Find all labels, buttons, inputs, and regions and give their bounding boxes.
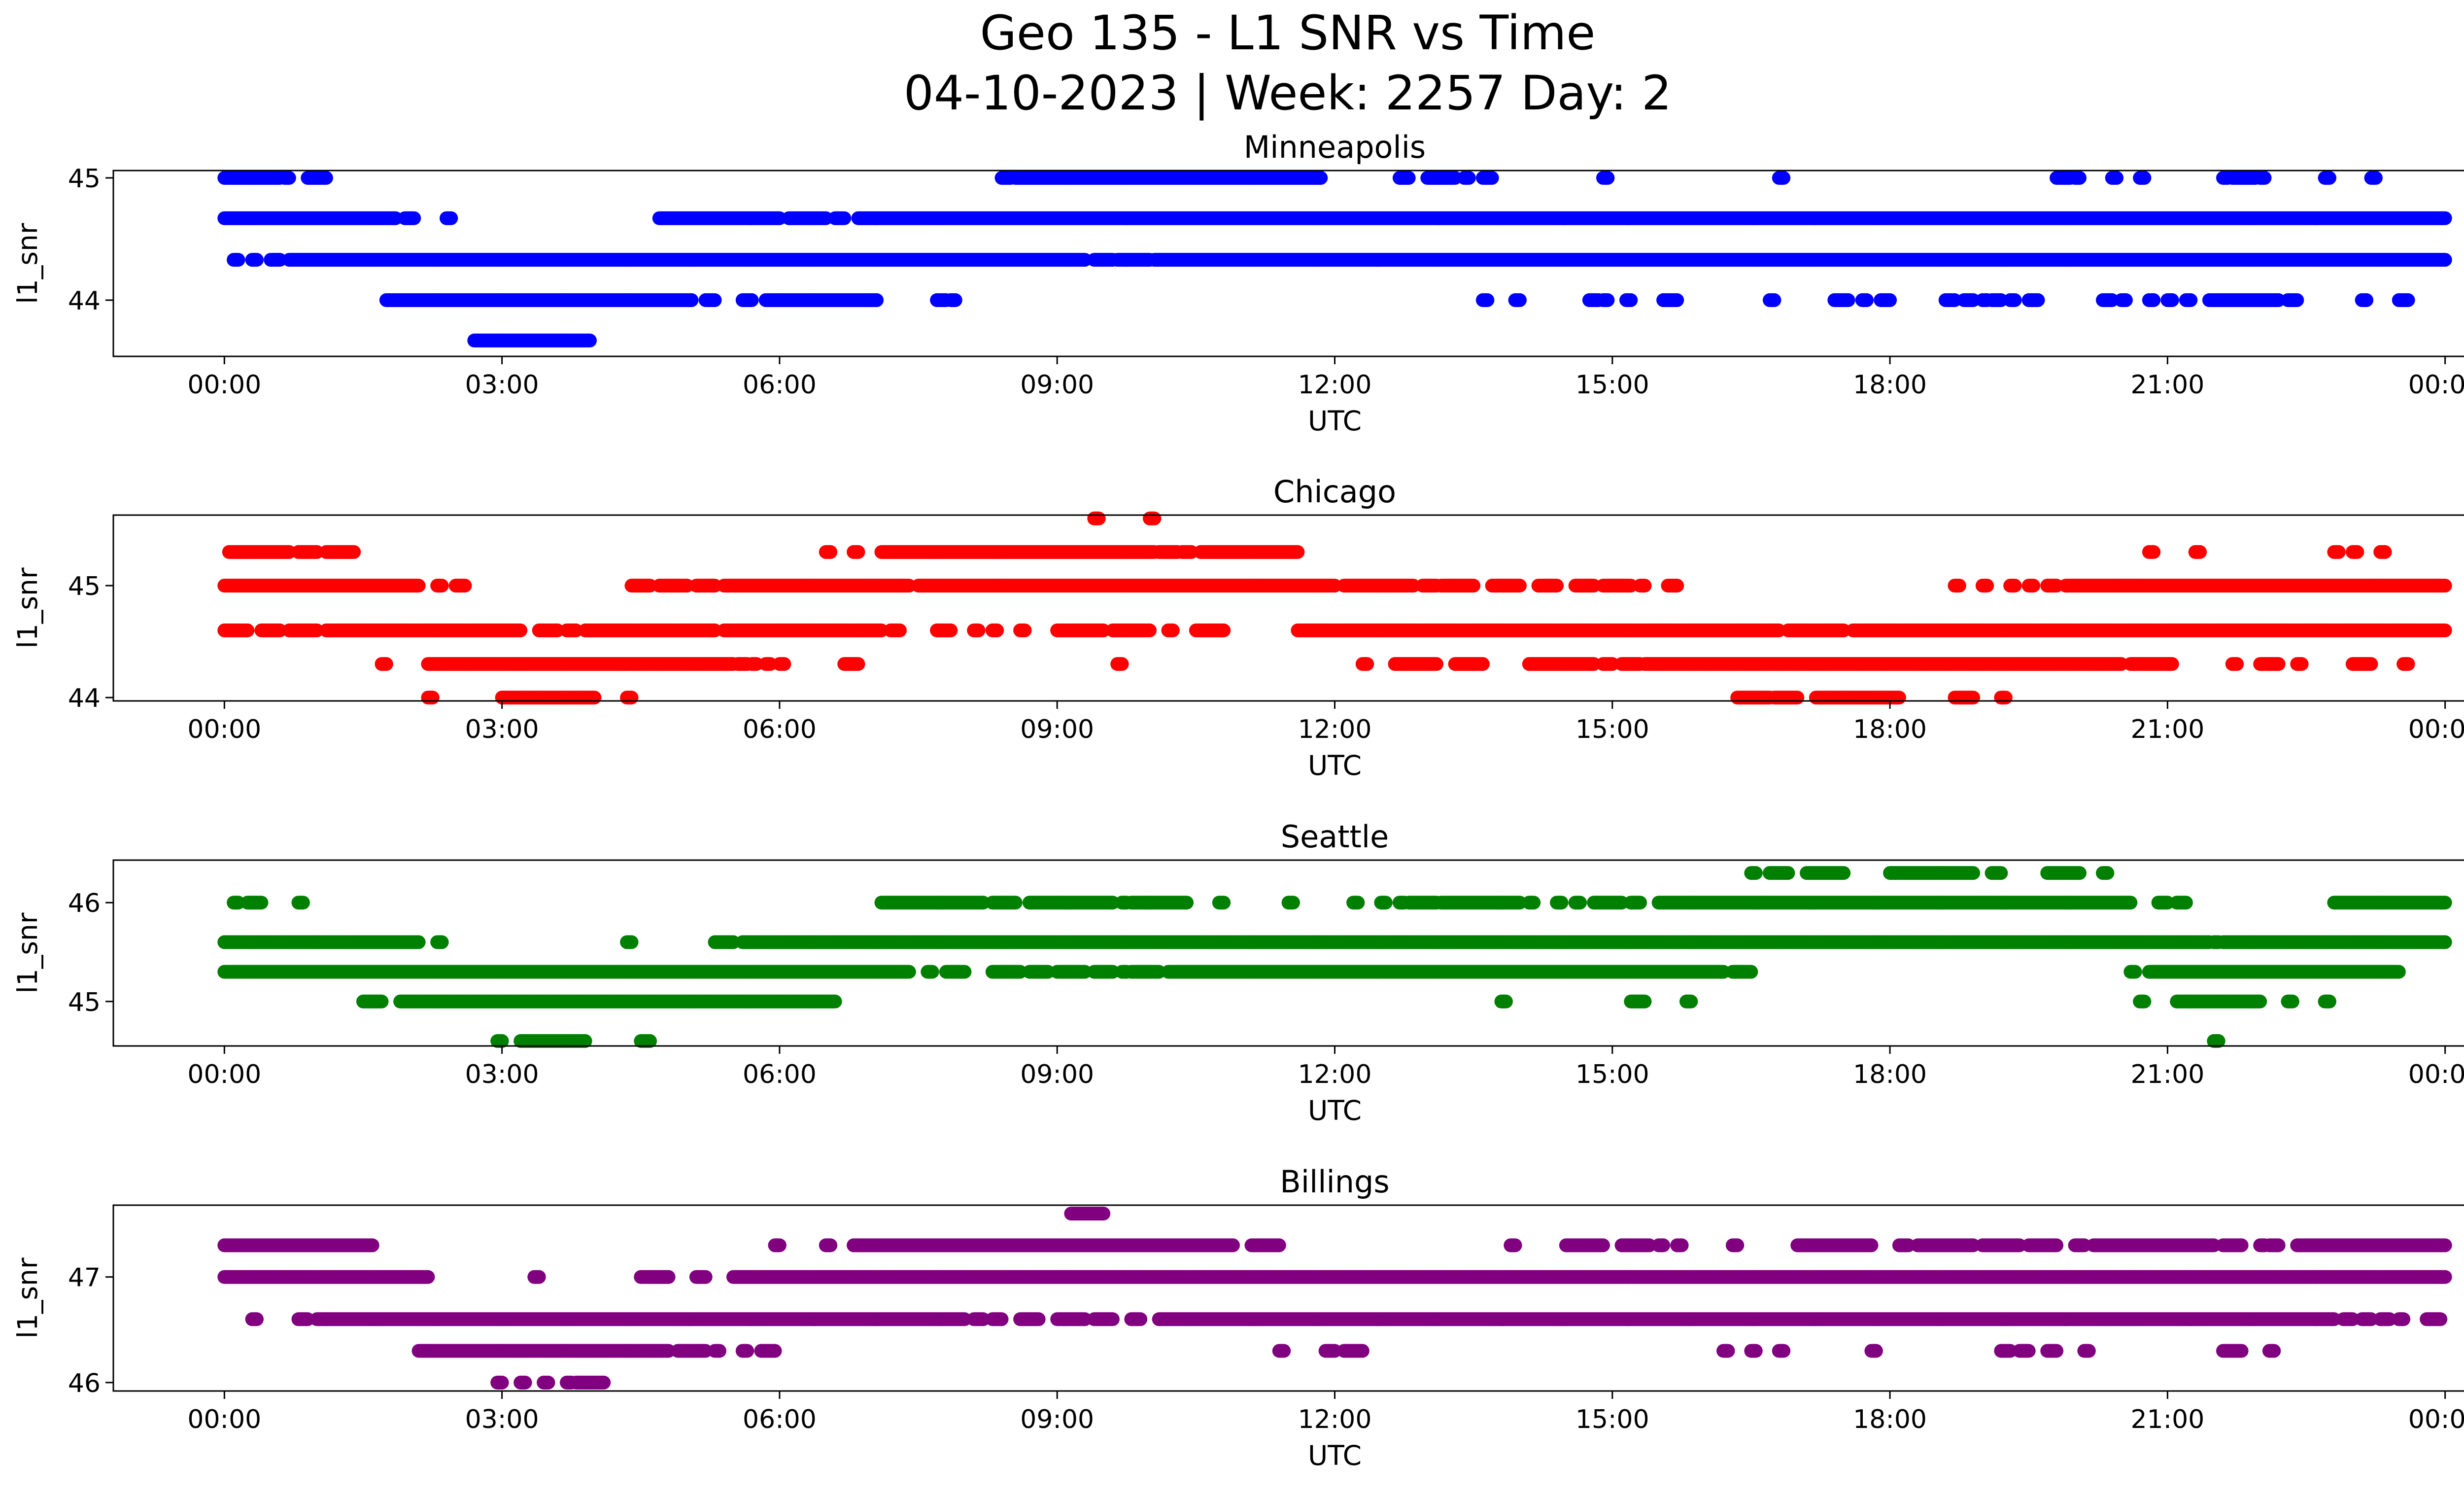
data-point xyxy=(1462,171,1476,185)
data-point xyxy=(2110,171,2124,185)
data-point xyxy=(2438,211,2452,225)
figure-title-line2: 04-10-2023 | Week: 2257 Day: 2 xyxy=(904,66,1672,121)
data-point xyxy=(1402,171,1416,185)
data-point xyxy=(1314,171,1328,185)
data-point xyxy=(1485,171,1499,185)
scatter-points xyxy=(217,171,2452,348)
figure-title-line1: Geo 135 - L1 SNR vs Time xyxy=(980,5,1596,61)
data-point xyxy=(2137,171,2152,185)
data-point xyxy=(2323,171,2336,185)
data-point xyxy=(282,171,296,185)
data-point xyxy=(837,211,852,225)
data-point xyxy=(231,253,245,267)
data-point xyxy=(1601,171,1615,185)
data-point xyxy=(250,253,264,267)
data-point xyxy=(1777,171,1791,185)
subplot-title: Minneapolis xyxy=(1244,129,1426,165)
data-point xyxy=(2258,171,2272,185)
data-point xyxy=(444,211,458,225)
data-point xyxy=(319,171,333,185)
data-point xyxy=(2073,171,2087,185)
data-point xyxy=(2368,171,2383,185)
data-point xyxy=(407,211,421,225)
